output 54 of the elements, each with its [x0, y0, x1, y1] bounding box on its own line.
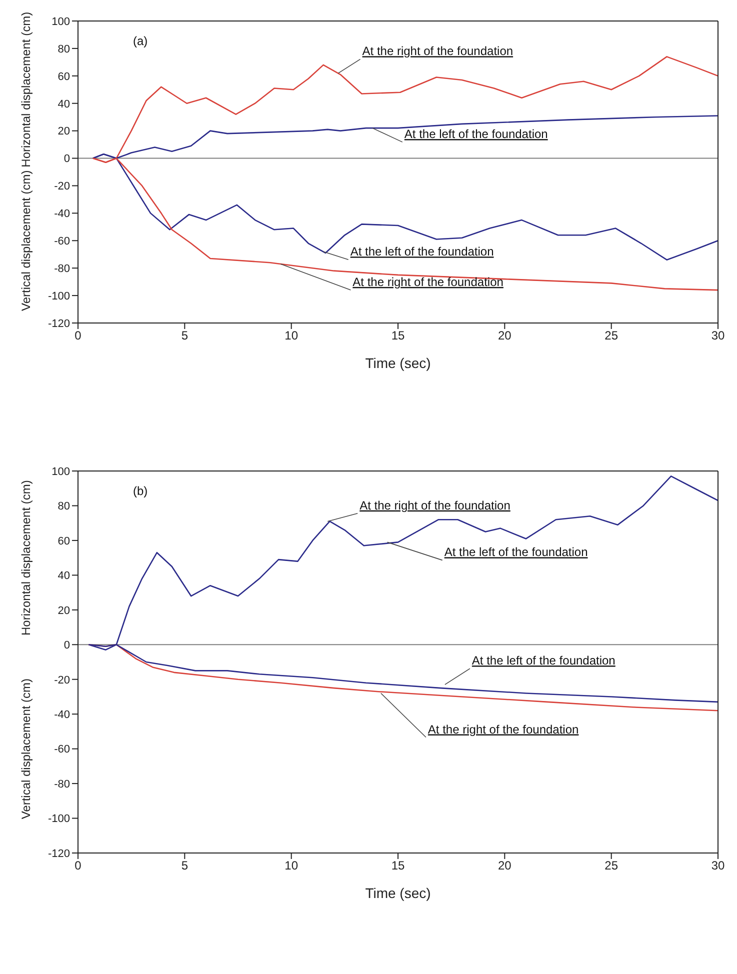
x-tick-label: 15	[391, 858, 405, 873]
annotation: At the right of the foundation	[362, 44, 514, 58]
y-tick-label: -120	[48, 318, 70, 330]
y-tick-label: -100	[48, 813, 70, 826]
y-tick-label: 100	[52, 16, 70, 28]
y-tick-label: 40	[58, 570, 70, 582]
annotation: At the right of the foundation	[428, 722, 579, 736]
x-tick-label: 20	[498, 858, 512, 873]
x-tick-label: 25	[604, 858, 618, 873]
x-tick-label: 20	[498, 328, 512, 343]
x-tick-label: 25	[604, 328, 618, 343]
x-axis-title: Time (sec)	[365, 355, 431, 371]
text: Vertical displacement (cm)	[19, 678, 33, 820]
y-tick-label: -40	[54, 708, 70, 721]
y-tick-label: -20	[54, 674, 70, 686]
x-tick-label: 0	[74, 858, 82, 873]
y-axis-title: Horizontal displacement (cm)	[19, 12, 33, 168]
y-tick-label: 80	[58, 43, 70, 56]
x-tick-label: 5	[181, 328, 188, 343]
text: (a)	[133, 34, 148, 48]
y-tick-label: -120	[48, 848, 70, 860]
y-tick-label: 40	[58, 98, 70, 110]
y-tick-label: 20	[58, 604, 70, 617]
y-tick-label: 0	[64, 640, 70, 652]
annotation: At the left of the foundation	[404, 127, 548, 142]
y-tick-label: 20	[58, 126, 70, 138]
y-axis-title: Horizontal displacement (cm)	[19, 480, 33, 636]
y-tick-label: -60	[54, 236, 70, 248]
x-tick-label: 5	[181, 858, 188, 873]
y-tick-label: -80	[54, 262, 70, 275]
x-tick-label: 10	[284, 328, 298, 343]
y-tick-label: -100	[48, 290, 70, 302]
x-tick-label: 30	[711, 858, 725, 873]
annotation: At the left of the foundation	[472, 654, 616, 668]
x-axis-title: Time (sec)	[365, 885, 431, 901]
annotation: At the left of the foundation	[350, 244, 494, 259]
y-tick-label: -60	[54, 744, 70, 756]
annotation: At the right of the foundation	[360, 498, 510, 512]
annotation: At the right of the foundation	[352, 274, 504, 289]
y-tick-label: 60	[58, 70, 70, 83]
text: (b)	[133, 484, 148, 498]
y-tick-label: -40	[54, 208, 70, 220]
annotation: At the left of the foundation	[444, 545, 588, 560]
y-tick-label: 100	[52, 466, 70, 478]
y-tick-label: -20	[54, 180, 70, 193]
x-tick-label: 10	[284, 858, 298, 873]
y-tick-label: 80	[58, 500, 70, 513]
x-tick-label: 30	[711, 328, 725, 343]
text: Vertical displacement (cm)	[19, 170, 33, 311]
y-tick-label: -80	[54, 778, 70, 790]
y-tick-label: 0	[64, 153, 70, 166]
x-tick-label: 0	[74, 328, 82, 343]
x-tick-label: 15	[391, 328, 405, 343]
y-tick-label: 60	[58, 535, 70, 548]
